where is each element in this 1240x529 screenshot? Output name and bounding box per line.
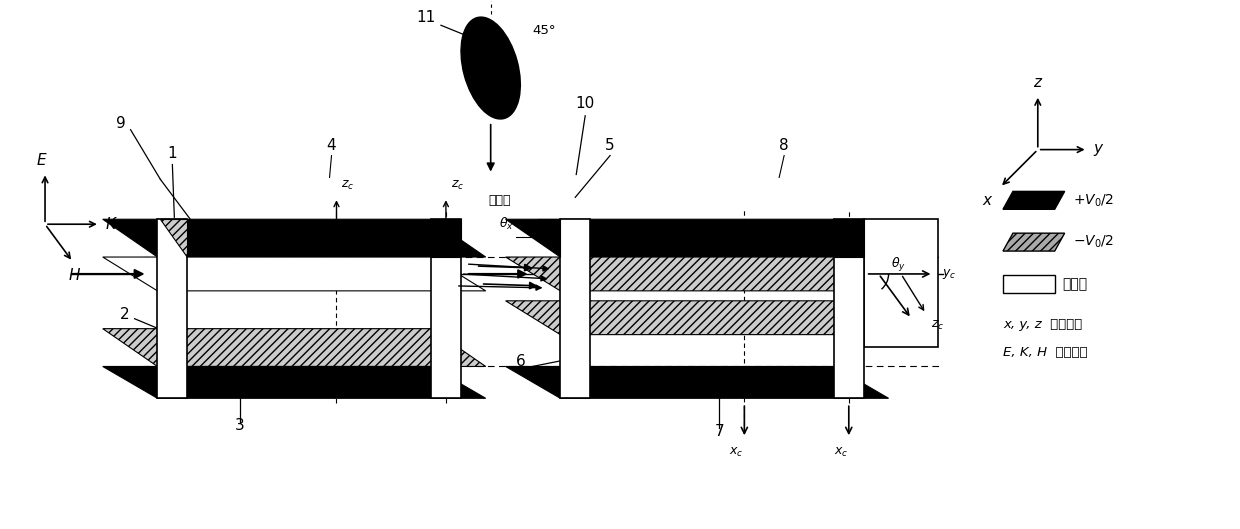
Text: $K$: $K$ xyxy=(104,216,118,232)
Polygon shape xyxy=(432,219,461,398)
Text: 9: 9 xyxy=(115,116,125,131)
Text: 3: 3 xyxy=(236,418,244,433)
Text: $+V_0/2$: $+V_0/2$ xyxy=(1073,192,1114,208)
Polygon shape xyxy=(1003,233,1065,251)
Text: 2: 2 xyxy=(120,307,129,322)
Polygon shape xyxy=(103,219,486,257)
Polygon shape xyxy=(506,301,889,335)
Polygon shape xyxy=(1003,275,1055,293)
Text: 11: 11 xyxy=(417,10,436,25)
Text: $-V_0/2$: $-V_0/2$ xyxy=(1073,234,1114,250)
Text: x, y, z  器件坐标: x, y, z 器件坐标 xyxy=(1003,318,1083,331)
Text: 7: 7 xyxy=(714,424,724,439)
Text: $x_c$: $x_c$ xyxy=(729,446,744,459)
Text: $x_c$: $x_c$ xyxy=(833,446,848,459)
Text: $E$: $E$ xyxy=(36,151,48,168)
Polygon shape xyxy=(506,219,889,257)
Polygon shape xyxy=(103,257,486,291)
Text: $y_c$: $y_c$ xyxy=(942,267,957,281)
Text: $H$: $H$ xyxy=(68,267,82,283)
Text: 5: 5 xyxy=(605,138,615,152)
Text: $z_c$: $z_c$ xyxy=(341,179,355,193)
Text: 45°: 45° xyxy=(532,24,556,37)
Text: $\theta_y$: $\theta_y$ xyxy=(890,256,905,274)
Text: 1: 1 xyxy=(167,145,177,161)
Polygon shape xyxy=(160,219,187,257)
Polygon shape xyxy=(506,367,889,398)
Polygon shape xyxy=(103,367,486,398)
Text: $\theta_x$: $\theta_x$ xyxy=(498,216,513,232)
Polygon shape xyxy=(833,219,864,257)
Text: $z_c$: $z_c$ xyxy=(931,318,944,332)
Ellipse shape xyxy=(461,17,521,119)
Text: 10: 10 xyxy=(575,96,595,111)
Polygon shape xyxy=(538,219,560,257)
Text: $y$: $y$ xyxy=(1092,142,1104,158)
Text: $y_c$: $y_c$ xyxy=(528,222,543,236)
Polygon shape xyxy=(1003,191,1065,209)
Text: 4: 4 xyxy=(326,138,336,152)
Text: E, K, H  光线坐标: E, K, H 光线坐标 xyxy=(1003,346,1087,359)
Polygon shape xyxy=(103,329,486,367)
Text: 偏转光: 偏转光 xyxy=(842,380,866,394)
Polygon shape xyxy=(864,219,939,346)
Polygon shape xyxy=(506,257,889,291)
Text: 6: 6 xyxy=(516,354,526,369)
Polygon shape xyxy=(157,219,187,398)
Text: $z_c$: $z_c$ xyxy=(451,179,464,193)
Text: 偏转光: 偏转光 xyxy=(489,194,511,207)
Polygon shape xyxy=(833,219,864,398)
Text: 8: 8 xyxy=(779,138,789,152)
Text: $z$: $z$ xyxy=(1033,75,1043,90)
Polygon shape xyxy=(432,219,461,257)
Text: $x$: $x$ xyxy=(982,194,994,208)
Polygon shape xyxy=(560,219,590,398)
Text: 偏转面: 偏转面 xyxy=(1063,277,1087,291)
